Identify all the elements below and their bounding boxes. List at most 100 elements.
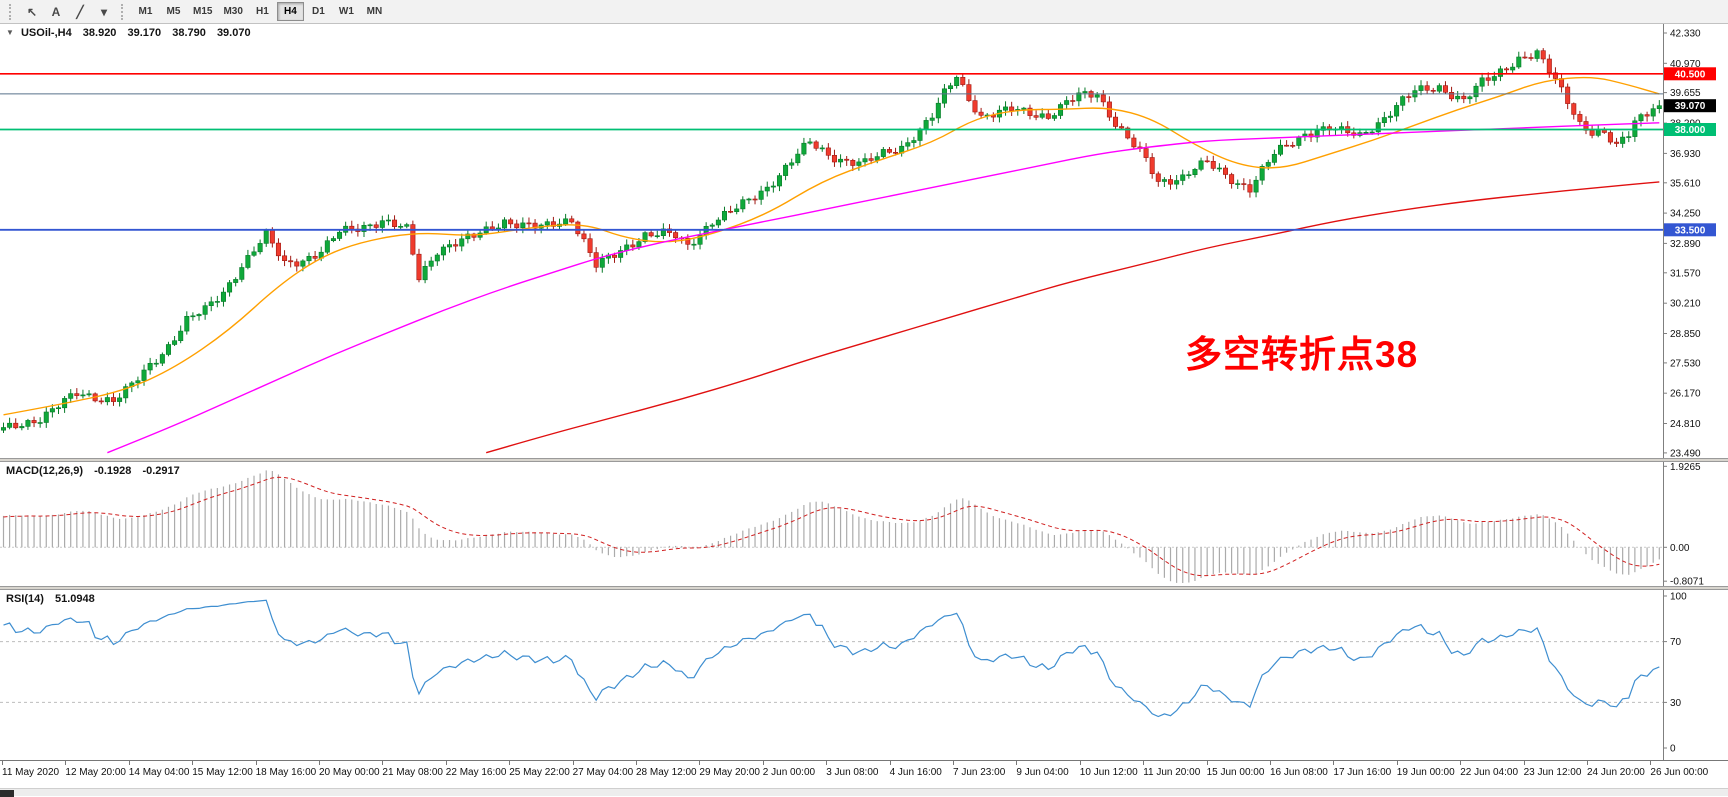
time-axis-label: 15 Jun 00:00 <box>1206 767 1265 778</box>
time-axis-tick <box>1523 761 1525 765</box>
time-axis-label: 28 May 12:00 <box>636 767 697 778</box>
text-tool-icon[interactable]: A <box>44 2 68 22</box>
time-axis-tick <box>699 761 701 765</box>
timeframe-w1-button[interactable]: W1 <box>333 2 360 21</box>
time-axis-label: 7 Jun 23:00 <box>953 767 1006 778</box>
rsi-title-line: RSI(14) 51.0948 <box>6 593 95 605</box>
panel-divider[interactable] <box>0 586 1728 590</box>
time-axis-label: 22 Jun 04:00 <box>1460 767 1519 778</box>
time-axis-tick <box>572 761 574 765</box>
svg-text:40.500: 40.500 <box>1675 69 1706 80</box>
time-axis-label: 9 Jun 04:00 <box>1016 767 1069 778</box>
time-axis-label: 17 Jun 16:00 <box>1333 767 1392 778</box>
time-axis-label: 4 Jun 16:00 <box>889 767 942 778</box>
time-axis-tick <box>1143 761 1145 765</box>
time-axis-tick <box>2 761 3 765</box>
time-axis[interactable]: 11 May 2020 12 May 20:00 14 May 04:00 15 Ma… <box>0 760 1728 788</box>
time-axis-tick <box>953 761 954 765</box>
chart-annotation[interactable]: 多空转折点38 <box>1185 334 1419 375</box>
svg-text:38.000: 38.000 <box>1675 125 1706 136</box>
svg-text:34.250: 34.250 <box>1670 209 1701 220</box>
rsi-panel[interactable]: 100 70 30 0 RSI(14) 51.0948 <box>0 590 1728 760</box>
time-axis-label: 24 Jun 20:00 <box>1587 767 1645 778</box>
time-axis-label: 29 May 20:00 <box>699 767 760 778</box>
collapse-icon[interactable]: ▼ <box>6 28 14 37</box>
time-axis-tick <box>1270 761 1271 765</box>
time-axis-tick <box>65 761 67 765</box>
time-axis-tick <box>1460 761 1462 765</box>
time-axis-label: 3 Jun 08:00 <box>826 767 879 778</box>
time-axis-label: 14 May 04:00 <box>128 767 190 778</box>
rsi-chart[interactable]: 100 70 30 0 <box>0 590 1728 760</box>
timeframe-h4-button[interactable]: H4 <box>276 2 304 21</box>
time-axis-label: 20 May 00:00 <box>319 767 380 778</box>
timeframe-m1-button[interactable]: M1 <box>132 2 159 21</box>
svg-text:39.655: 39.655 <box>1670 88 1701 99</box>
trendline-tool-icon[interactable]: ╱ <box>68 2 92 22</box>
toolbar-grip[interactable] <box>121 3 127 20</box>
svg-text:27.530: 27.530 <box>1670 358 1701 369</box>
svg-text:36.930: 36.930 <box>1670 149 1701 160</box>
time-axis-tick <box>1079 761 1081 765</box>
time-axis-tick <box>192 761 194 765</box>
time-axis-label: 21 May 08:00 <box>382 767 443 778</box>
time-axis-tick <box>762 761 764 765</box>
time-axis-tick <box>1333 761 1335 765</box>
time-axis-label: 23 Jun 12:00 <box>1523 767 1582 778</box>
svg-text:-0.8071: -0.8071 <box>1670 577 1704 586</box>
svg-text:39.070: 39.070 <box>1675 101 1706 112</box>
time-axis-tick <box>1016 761 1018 765</box>
high-value: 39.170 <box>127 27 162 39</box>
rsi-title: RSI(14) <box>6 593 44 605</box>
svg-text:0: 0 <box>1670 744 1676 755</box>
svg-text:100: 100 <box>1670 592 1687 603</box>
cursor-tool-icon[interactable]: ↖ <box>20 2 44 22</box>
timeframe-m5-button[interactable]: M5 <box>160 2 187 21</box>
timeframe-d1-button[interactable]: D1 <box>305 2 332 21</box>
timeframe-mn-button[interactable]: MN <box>361 2 388 21</box>
window-corner <box>0 790 14 797</box>
time-axis-tick <box>1206 761 1208 765</box>
svg-text:32.890: 32.890 <box>1670 239 1701 250</box>
timeframe-m15-button[interactable]: M15 <box>188 2 217 21</box>
svg-text:1.9265: 1.9265 <box>1670 462 1701 473</box>
time-axis-label: 27 May 04:00 <box>572 767 634 778</box>
macd-main-value: -0.1928 <box>94 465 132 477</box>
time-axis-tick <box>1650 761 1652 765</box>
main-chart-panel[interactable]: 42.33040.97039.65538.29036.93035.61034.2… <box>0 24 1728 458</box>
price-axis[interactable] <box>1664 24 1728 458</box>
time-axis-label: 11 May 2020 <box>2 767 60 778</box>
macd-chart[interactable]: 1.9265 0.00 -0.8071 <box>0 462 1728 586</box>
panel-divider[interactable] <box>0 458 1728 462</box>
time-axis-label: 26 Jun 00:00 <box>1650 767 1709 778</box>
toolbar-grip[interactable] <box>9 3 15 20</box>
macd-panel[interactable]: 1.9265 0.00 -0.8071 MACD(12,26,9) -0.1928 … <box>0 462 1728 586</box>
time-axis-label: 18 May 16:00 <box>255 767 317 778</box>
time-axis-label: 10 Jun 12:00 <box>1079 767 1138 778</box>
timeframe-group: M1 M5 M15 M30 H1 H4 D1 W1 MN <box>132 2 388 21</box>
time-axis-tick <box>1396 761 1398 765</box>
candlestick-chart[interactable]: 42.33040.97039.65538.29036.93035.61034.2… <box>0 24 1728 458</box>
close-value: 39.070 <box>216 27 251 39</box>
svg-text:26.170: 26.170 <box>1670 389 1701 400</box>
svg-text:0.00: 0.00 <box>1670 543 1690 554</box>
time-axis-tick <box>1587 761 1588 765</box>
time-axis-label: 19 Jun 00:00 <box>1396 767 1455 778</box>
timeframe-m30-button[interactable]: M30 <box>218 2 247 21</box>
timeframe-h1-button[interactable]: H1 <box>249 2 276 21</box>
time-axis-label: 2 Jun 00:00 <box>762 767 816 778</box>
time-axis-tick <box>382 761 384 765</box>
svg-text:23.490: 23.490 <box>1670 448 1701 458</box>
symbol-label: USOil-,H4 <box>20 27 72 39</box>
time-axis-label: 16 Jun 08:00 <box>1270 767 1328 778</box>
time-axis-label: 12 May 20:00 <box>65 767 126 778</box>
toolbar: ↖ A ╱ ▾ M1 M5 M15 M30 H1 H4 D1 W1 MN <box>0 0 1728 24</box>
macd-signal-value: -0.2917 <box>142 465 180 477</box>
svg-text:33.500: 33.500 <box>1675 225 1706 236</box>
time-axis-tick <box>826 761 828 765</box>
macd-title-line: MACD(12,26,9) -0.1928 -0.2917 <box>6 465 180 477</box>
time-axis-label: 11 Jun 20:00 <box>1143 767 1201 778</box>
shapes-dropdown-icon[interactable]: ▾ <box>92 2 116 22</box>
svg-text:30: 30 <box>1670 698 1682 709</box>
svg-text:31.570: 31.570 <box>1670 268 1701 279</box>
